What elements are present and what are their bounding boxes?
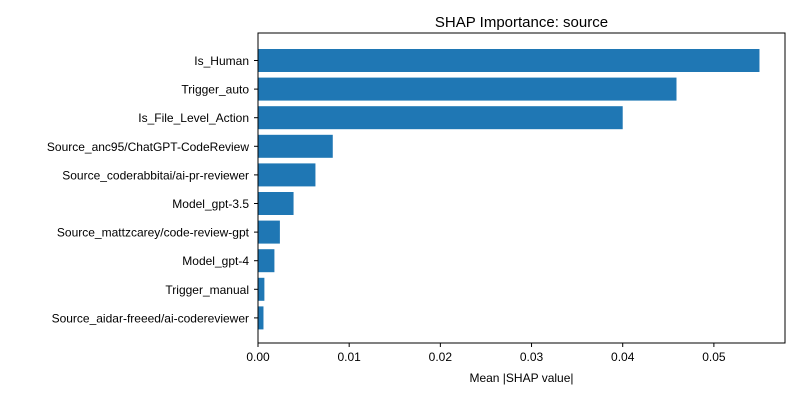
y-tick-label-5: Model_gpt-3.5 xyxy=(172,197,249,211)
x-tick-label-1: 0.01 xyxy=(337,350,361,364)
bar-7 xyxy=(258,249,275,273)
y-tick-label-9: Source_aidar-freeed/ai-codereviewer xyxy=(52,311,249,325)
y-tick-label-6: Source_mattzcarey/code-review-gpt xyxy=(57,226,250,240)
bars-group xyxy=(258,49,760,330)
y-tick-label-7: Model_gpt-4 xyxy=(182,254,249,268)
bar-4 xyxy=(258,163,316,187)
x-tick-label-2: 0.02 xyxy=(429,350,453,364)
y-tick-label-0: Is_Human xyxy=(194,54,249,68)
y-tick-label-4: Source_coderabbitai/ai-pr-reviewer xyxy=(62,168,249,182)
chart-title: SHAP Importance: source xyxy=(435,14,608,31)
x-tick-label-0: 0.00 xyxy=(246,350,270,364)
bar-0 xyxy=(258,49,760,72)
bar-9 xyxy=(258,306,264,330)
bar-6 xyxy=(258,220,280,244)
x-axis-label: Mean |SHAP value| xyxy=(469,371,573,385)
y-tick-labels: Is_Human Trigger_auto Is_File_Level_Action… xyxy=(47,54,258,325)
x-ticks: 0.00 0.01 0.02 0.03 0.04 0.05 xyxy=(246,343,726,364)
y-tick-label-3: Source_anc95/ChatGPT-CodeReview xyxy=(47,140,249,154)
y-tick-label-1: Trigger_auto xyxy=(181,83,249,97)
bar-1 xyxy=(258,77,677,101)
bar-5 xyxy=(258,192,294,215)
bar-2 xyxy=(258,106,623,130)
x-tick-label-5: 0.05 xyxy=(702,350,726,364)
x-tick-label-3: 0.03 xyxy=(520,350,544,364)
y-tick-label-2: Is_File_Level_Action xyxy=(138,111,249,125)
y-tick-label-8: Trigger_manual xyxy=(165,283,249,297)
plot-frame xyxy=(257,32,786,344)
bar-8 xyxy=(258,277,265,301)
bar-3 xyxy=(258,134,333,158)
x-tick-label-4: 0.04 xyxy=(611,350,635,364)
